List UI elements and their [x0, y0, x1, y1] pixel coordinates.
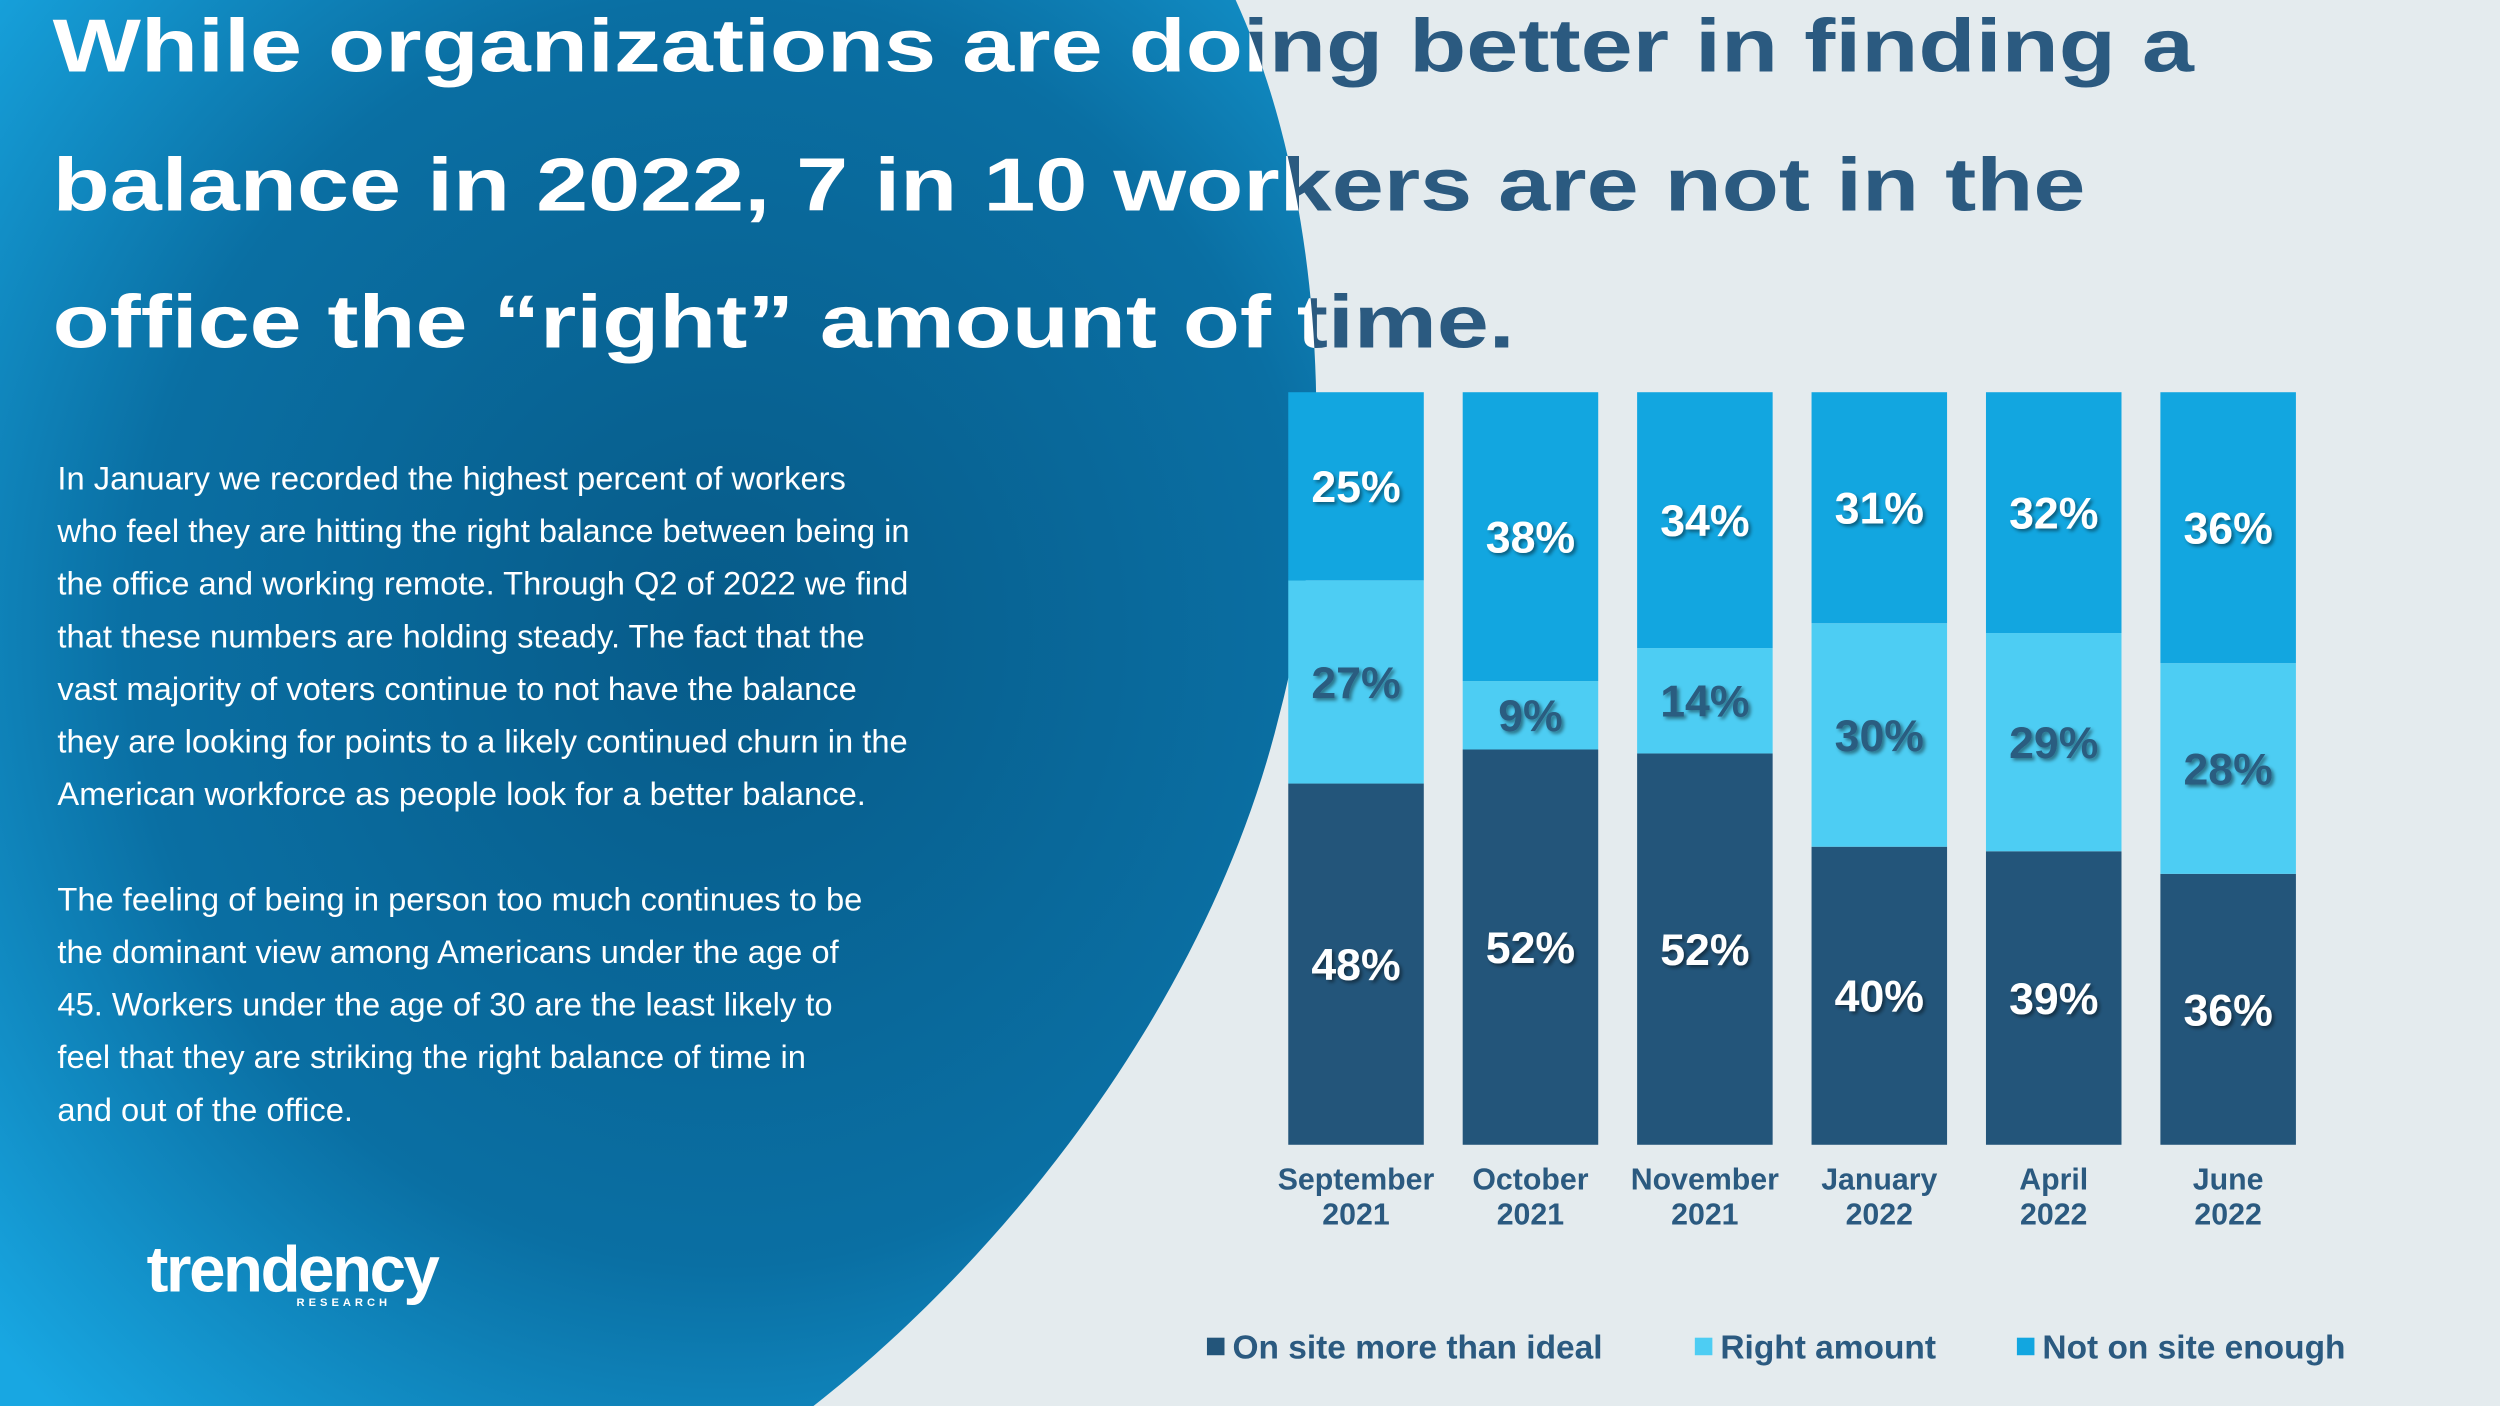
value-label: 38%	[1486, 514, 1575, 563]
category-text: September 2021	[1277, 1163, 1435, 1233]
body-line: vast majority of voters continue to not …	[57, 671, 857, 708]
title-line: office the “right” amount of time.	[53, 280, 1515, 364]
category-text: October 2021	[1472, 1163, 1589, 1233]
value-label: 40%	[1835, 973, 1924, 1022]
legend-label: Right amount	[1720, 1329, 1936, 1366]
title-dark: While organizations are doing better in …	[53, 4, 2196, 364]
legend-swatch	[1694, 1337, 1713, 1356]
value-label: 25%	[1311, 463, 1400, 512]
category-text: November 2021	[1630, 1163, 1779, 1233]
background-shape	[0, 0, 1317, 1406]
title-line: office the “right” amount of time.	[53, 280, 1515, 364]
body-line: the dominant view among Americans under …	[57, 934, 839, 971]
value-label: 34%	[1660, 497, 1749, 546]
x-tick-label: April 2022	[1958, 1164, 2149, 1234]
title-line: balance in 2022, 7 in 10 workers are not…	[53, 142, 2086, 226]
bar-segment	[1985, 851, 2122, 1145]
paragraph: The feeling of being in person too much …	[57, 874, 909, 1137]
body-line: that these numbers are holding steady. T…	[57, 618, 865, 656]
value-label: 14%	[1660, 678, 1749, 727]
category-text: April 2022	[2019, 1163, 2089, 1233]
body-line: and out of the office.	[57, 1092, 354, 1129]
body-line: they are looking for points to a likely …	[57, 723, 908, 761]
value-label: 48%	[1311, 941, 1400, 990]
body-line: The feeling of being in person too much …	[57, 881, 863, 919]
category-text: June 2022	[2192, 1163, 2264, 1233]
body-line: American workforce as people look for a …	[57, 776, 866, 814]
bar-segment	[1811, 392, 1948, 624]
x-tick-label: November 2021	[1609, 1164, 1800, 1234]
logo-tagline: RESEARCH	[297, 1297, 391, 1309]
x-tick-label: October 2021	[1435, 1164, 1626, 1234]
paragraph: In January we recorded the highest perce…	[57, 453, 909, 821]
bar-segment	[2160, 392, 2296, 664]
body-line: In January we recorded the highest perce…	[57, 460, 846, 498]
value-label: 36%	[2183, 986, 2272, 1035]
bar-segment	[2160, 873, 2296, 1145]
bar-segment	[1288, 580, 1424, 784]
title-line: While organizations are doing better in …	[53, 4, 2196, 88]
body-text: In January we recorded the highest perce…	[57, 453, 909, 1190]
bar-segment	[1811, 623, 1948, 847]
bar-segment	[1288, 392, 1424, 581]
bar-segment	[1462, 749, 1599, 1145]
value-label: 9%	[1498, 692, 1563, 741]
title-line: While organizations are doing better in …	[53, 4, 2196, 88]
value-label: 52%	[1486, 924, 1575, 973]
x-tick-label: September 2021	[1260, 1164, 1451, 1234]
value-label: 31%	[1835, 485, 1924, 534]
body-line: who feel they are hitting the right bala…	[57, 513, 910, 551]
category-text: January 2022	[1821, 1163, 1938, 1233]
value-label: 39%	[2009, 975, 2098, 1024]
bar-segment	[1985, 392, 2122, 634]
bar-segment	[1462, 681, 1599, 750]
body-line: feel that they are striking the right ba…	[57, 1039, 806, 1077]
bar-segment	[1637, 753, 1773, 1145]
body-line: the office and working remote. Through Q…	[57, 566, 909, 603]
body-line: 45. Workers under the age of 30 are the …	[57, 986, 833, 1024]
value-label: 32%	[2009, 490, 2098, 539]
bar-segment	[1811, 846, 1948, 1145]
bar-segment	[1985, 633, 2122, 852]
value-label: 52%	[1660, 926, 1749, 975]
value-label: 29%	[2009, 719, 2098, 768]
value-label: 36%	[2183, 505, 2272, 554]
value-label: 30%	[1835, 712, 1924, 761]
legend-label: On site more than ideal	[1232, 1329, 1602, 1366]
bar-segment	[1462, 392, 1599, 682]
legend-swatch	[1206, 1337, 1225, 1356]
x-tick-label: June 2022	[2132, 1164, 2323, 1234]
bar-segment	[1637, 392, 1773, 649]
title-line: balance in 2022, 7 in 10 workers are not…	[53, 142, 2086, 226]
value-label: 28%	[2183, 745, 2272, 794]
bar-segment	[2160, 663, 2296, 874]
legend-swatch	[2016, 1337, 2035, 1356]
legend-label: Not on site enough	[2042, 1329, 2345, 1366]
bar-segment	[1288, 783, 1424, 1145]
value-label: 27%	[1311, 659, 1400, 708]
x-tick-label: January 2022	[1784, 1164, 1975, 1234]
title-light: While organizations are doing better in …	[53, 4, 2196, 364]
bar-segment	[1637, 648, 1773, 754]
logo-name: trendency	[147, 1232, 440, 1305]
